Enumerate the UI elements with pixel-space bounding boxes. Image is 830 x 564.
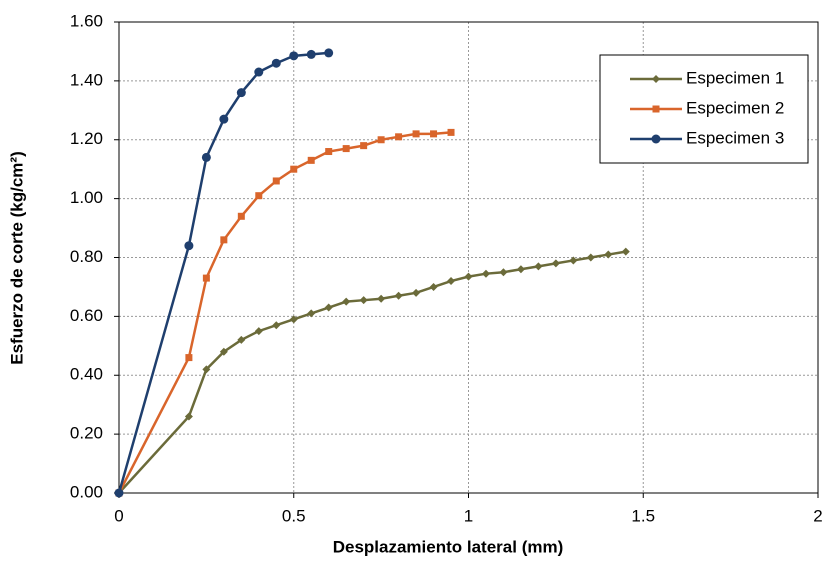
series-line (117, 51, 329, 494)
y-tick-label: 0.40 (70, 365, 103, 384)
marker (430, 130, 438, 138)
marker (201, 152, 211, 162)
marker (652, 75, 660, 83)
x-tick-label: 2 (813, 506, 822, 525)
marker (377, 136, 385, 144)
marker (219, 347, 228, 356)
marker (429, 282, 438, 291)
marker (551, 259, 560, 268)
x-tick-label: 0 (114, 506, 123, 525)
y-tick-label: 1.40 (70, 70, 103, 89)
marker (324, 303, 333, 312)
marker (377, 294, 386, 303)
x-tick-label: 1.5 (631, 506, 655, 525)
legend-label: Especimen 3 (686, 128, 784, 147)
marker (342, 297, 351, 306)
marker (342, 145, 350, 153)
marker (394, 291, 403, 300)
marker (271, 58, 281, 68)
marker (202, 274, 210, 282)
marker (289, 315, 298, 324)
marker (534, 262, 543, 271)
marker (114, 488, 124, 498)
marker (395, 133, 403, 141)
marker (290, 165, 298, 173)
marker (255, 192, 263, 200)
marker (324, 48, 334, 58)
marker (202, 365, 211, 374)
marker (499, 268, 508, 277)
legend-label: Especimen 2 (686, 98, 784, 117)
x-axis-title: Desplazamiento lateral (mm) (333, 537, 564, 556)
y-tick-label: 0.00 (70, 482, 103, 501)
y-tick-label: 1.60 (70, 11, 103, 30)
marker (254, 327, 263, 336)
marker (237, 212, 245, 220)
marker (360, 142, 368, 150)
marker (236, 88, 246, 98)
marker (412, 130, 420, 138)
marker (184, 241, 194, 251)
marker (184, 412, 193, 421)
y-tick-label: 1.00 (70, 188, 103, 207)
marker (464, 272, 473, 281)
marker (569, 256, 578, 265)
marker (652, 105, 660, 113)
marker (272, 321, 281, 330)
marker (220, 236, 228, 244)
marker (447, 277, 456, 286)
marker (219, 114, 229, 124)
marker (447, 128, 455, 136)
marker (651, 134, 661, 144)
y-tick-label: 0.20 (70, 424, 103, 443)
y-axis-title: Esfuerzo de corte (kg/cm²) (7, 151, 26, 365)
legend-label: Especimen 1 (686, 68, 784, 87)
y-tick-label: 0.60 (70, 306, 103, 325)
y-tick-label: 0.80 (70, 247, 103, 266)
marker (481, 269, 490, 278)
marker (307, 309, 316, 318)
marker (359, 296, 368, 305)
plot-frame (118, 21, 819, 494)
marker (516, 265, 525, 274)
marker (604, 250, 613, 259)
marker (237, 335, 246, 344)
marker (307, 156, 315, 164)
series-line (118, 250, 626, 494)
marker (586, 253, 595, 262)
marker (272, 177, 280, 185)
x-tick-label: 1 (464, 506, 473, 525)
y-tick-label: 1.20 (70, 129, 103, 148)
marker (289, 51, 299, 61)
marker (412, 288, 421, 297)
marker (254, 67, 264, 77)
marker (185, 354, 193, 362)
marker (621, 247, 630, 256)
marker (306, 49, 316, 59)
marker (325, 148, 333, 156)
x-tick-label: 0.5 (282, 506, 306, 525)
